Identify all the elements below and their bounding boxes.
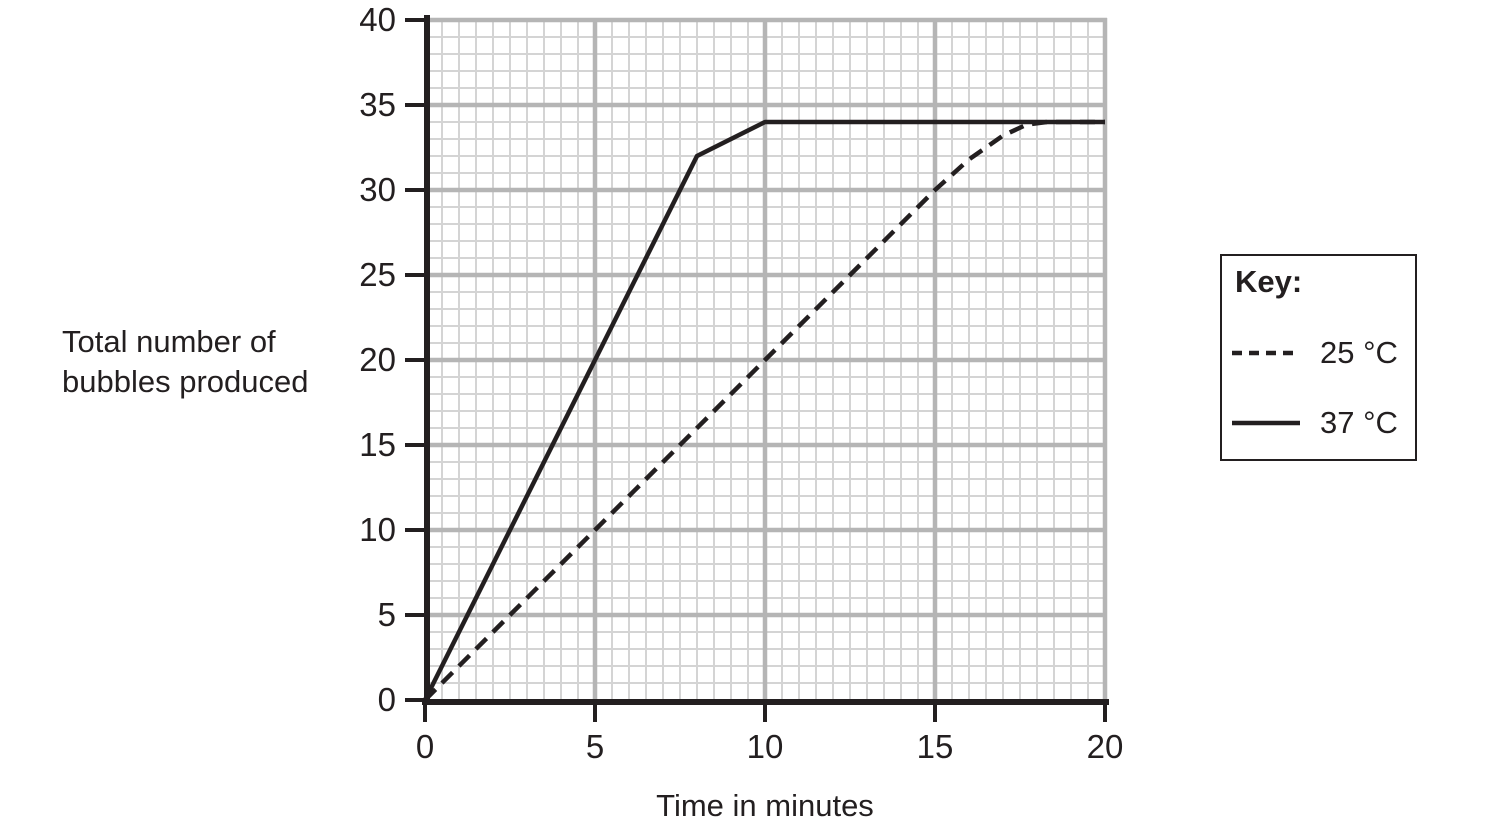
series-25c <box>423 119 1105 702</box>
axes <box>422 15 1109 705</box>
dashed-line-icon <box>1232 350 1300 356</box>
legend-title: Key: <box>1235 264 1303 299</box>
legend-label-37c: 37 °C <box>1320 405 1398 440</box>
svg-text:25: 25 <box>359 256 396 293</box>
legend: Key: 25 °C 37 °C <box>1220 254 1417 461</box>
x-axis-title: Time in minutes <box>656 788 874 823</box>
svg-text:35: 35 <box>359 86 396 123</box>
legend-entry-37c: 37 °C <box>1232 405 1398 441</box>
svg-text:15: 15 <box>917 728 954 765</box>
y-axis-title: Total number of bubbles produced <box>62 324 309 399</box>
svg-text:10: 10 <box>359 511 396 548</box>
svg-text:20: 20 <box>359 341 396 378</box>
svg-text:30: 30 <box>359 171 396 208</box>
svg-text:10: 10 <box>747 728 784 765</box>
svg-text:5: 5 <box>586 728 604 765</box>
legend-entry-25c: 25 °C <box>1232 335 1398 371</box>
x-axis-ticks: 0 5 10 15 20 <box>416 705 1124 765</box>
svg-text:15: 15 <box>359 426 396 463</box>
series-37c <box>422 119 1105 702</box>
svg-text:0: 0 <box>378 681 396 718</box>
grid-major <box>425 17 1108 700</box>
svg-text:40: 40 <box>359 1 396 38</box>
svg-text:5: 5 <box>378 596 396 633</box>
y-axis-ticks: 0 5 10 15 20 25 30 35 40 <box>359 1 424 718</box>
svg-text:0: 0 <box>416 728 434 765</box>
svg-text:20: 20 <box>1087 728 1124 765</box>
solid-line-icon <box>1232 420 1300 426</box>
legend-label-25c: 25 °C <box>1320 335 1398 370</box>
